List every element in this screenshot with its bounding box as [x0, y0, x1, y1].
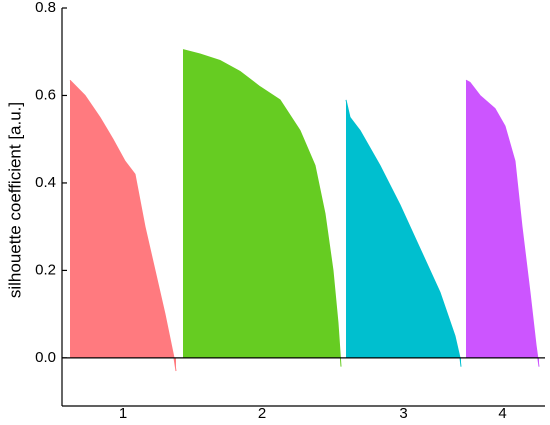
silhouette-outline: [69, 79, 177, 372]
y-tick-label: 0.6: [35, 86, 56, 103]
silhouette-fill: [346, 99, 461, 367]
x-tick-label: 4: [498, 405, 506, 422]
x-tick-label: 3: [399, 405, 407, 422]
y-tick-label: 0.4: [35, 174, 56, 191]
y-tick-label: 0.8: [35, 0, 56, 16]
y-axis-label: silhouette coefficient [a.u.]: [5, 102, 24, 298]
y-tick-label: 0.2: [35, 261, 56, 278]
x-tick-label: 1: [119, 405, 127, 422]
silhouette-outline: [345, 99, 462, 367]
y-tick-label: 0.0: [35, 349, 56, 366]
silhouette-fill: [466, 80, 539, 367]
silhouette-fill: [70, 80, 176, 372]
silhouette-outline: [465, 79, 540, 367]
silhouette-fill: [183, 49, 341, 367]
x-tick-label: 2: [258, 405, 266, 422]
silhouette-outline: [182, 49, 342, 367]
